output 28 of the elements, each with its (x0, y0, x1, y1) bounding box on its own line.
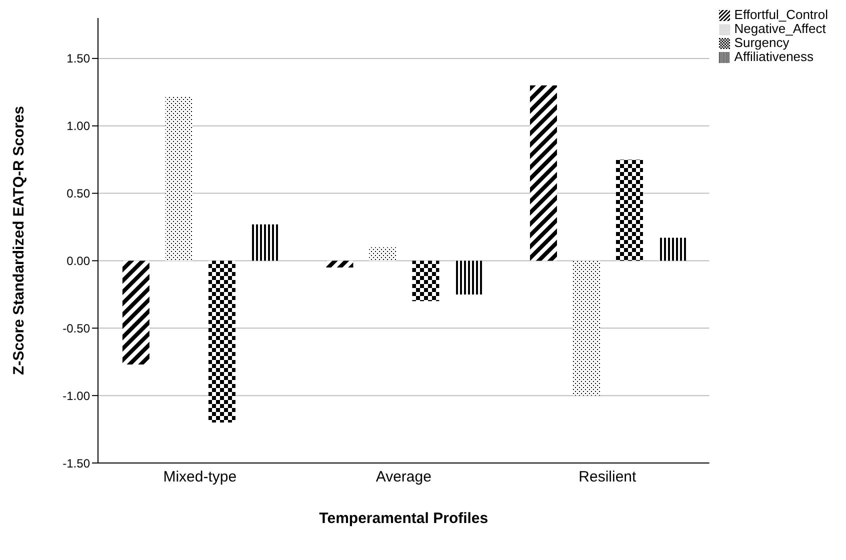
bar (530, 85, 557, 261)
y-tick-label: 1.50 (66, 52, 90, 66)
bar (122, 260, 150, 365)
bar (616, 160, 643, 261)
legend-label: Surgency (734, 35, 790, 50)
bar (326, 260, 354, 268)
x-tick-label: Average (376, 468, 432, 486)
x-tick-label: Resilient (578, 468, 638, 486)
x-axis-title: Temperamental Profiles (319, 510, 488, 527)
y-tick-label: -1.00 (62, 388, 90, 403)
bar (658, 238, 686, 261)
bar (412, 260, 440, 302)
legend-label: Effortful_Control (734, 7, 828, 22)
y-tick-label: 0.00 (66, 254, 90, 268)
y-axis-title: Z-Score Standardized EATQ-R Scores (10, 106, 28, 375)
bar (251, 224, 278, 261)
legend-label: Negative_Affect (734, 21, 826, 36)
y-tick-label: 1.00 (66, 119, 90, 134)
bar (165, 96, 192, 261)
bar (369, 247, 396, 261)
y-tick-label: -1.50 (62, 456, 90, 470)
legend-label: Affiliativeness (734, 49, 814, 64)
bar (455, 260, 482, 294)
bar (572, 260, 600, 396)
y-tick-label: -0.50 (62, 321, 90, 336)
x-tick-label: Mixed-type (163, 468, 237, 486)
y-tick-label: 0.50 (66, 186, 90, 201)
bar (208, 260, 236, 423)
